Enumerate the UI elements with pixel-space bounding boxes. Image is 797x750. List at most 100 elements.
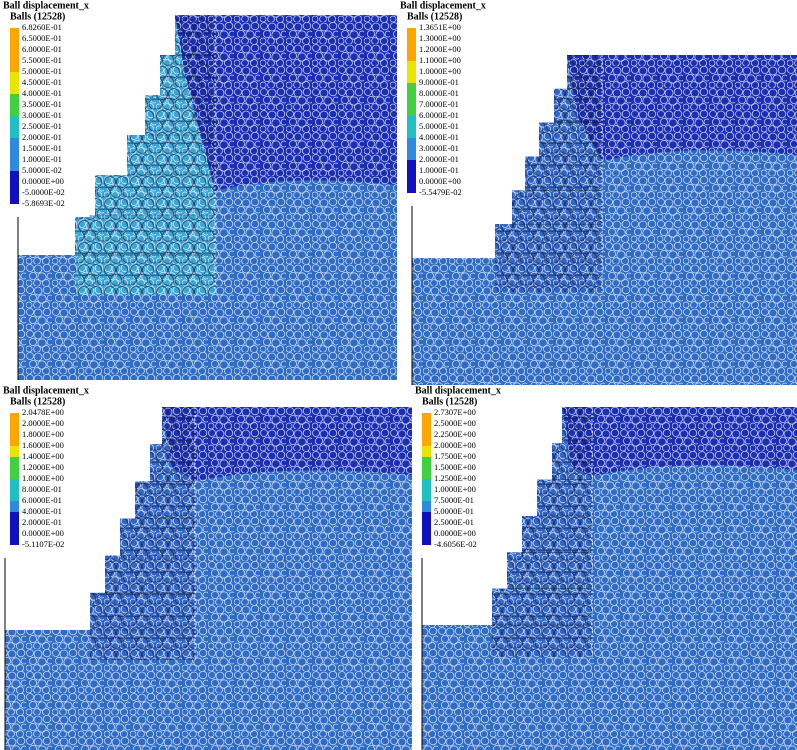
legend-swatch	[407, 39, 416, 50]
legend-swatch	[10, 171, 19, 182]
legend-label: 2.7307E+00	[434, 407, 476, 417]
legend-label: -5.1107E-02	[22, 539, 64, 549]
legend-label: 1.0000E+00	[419, 66, 461, 76]
legend-swatch	[10, 534, 19, 545]
legend-label: 1.5000E-01	[22, 143, 62, 153]
legend-swatch	[10, 424, 19, 435]
legend-swatch	[10, 61, 19, 72]
legend-label: 1.7500E+00	[434, 451, 476, 461]
legend-label: 2.0478E+00	[22, 407, 64, 417]
legend-swatch	[407, 50, 416, 61]
legend-label: 1.2000E+00	[419, 44, 461, 54]
legend-swatch	[422, 424, 431, 435]
legend-label: -5.8693E-02	[22, 198, 65, 208]
legend-label: 0.0000E+00	[419, 176, 461, 186]
block-texture	[495, 55, 602, 292]
legend-label: 8.0000E-01	[22, 484, 62, 494]
legend-swatch	[10, 490, 19, 501]
legend-label: 5.0000E-01	[22, 66, 62, 76]
legend-label: 4.0000E-01	[22, 88, 62, 98]
legend-swatch	[407, 61, 416, 72]
legend-title: Ball displacement_x	[3, 0, 89, 11]
legend-label: 2.0000E+00	[22, 418, 64, 428]
legend-label: 2.5000E-01	[22, 121, 62, 131]
block-texture	[90, 407, 195, 660]
legend-label: 5.0000E-01	[434, 506, 474, 516]
legend-label: 2.5000E-01	[434, 517, 474, 527]
legend-swatch	[422, 523, 431, 534]
legend-label: 0.0000E+00	[22, 528, 64, 538]
legend-swatch	[422, 479, 431, 490]
legend-subtitle: Balls (12528)	[407, 11, 462, 22]
legend-label: 1.2000E+00	[22, 462, 64, 472]
legend-label: 6.0000E-01	[22, 495, 62, 505]
legend-label: 8.0000E-01	[419, 88, 459, 98]
legend-label: 1.6000E+00	[22, 440, 64, 450]
legend-label: 0.0000E+00	[434, 528, 476, 538]
legend-swatch	[407, 105, 416, 116]
legend-swatch	[10, 523, 19, 534]
legend-title: Ball displacement_x	[400, 0, 486, 11]
legend-swatch	[407, 94, 416, 105]
legend-swatch	[10, 435, 19, 446]
legend-swatch	[407, 160, 416, 171]
legend-label: 1.0000E-01	[419, 165, 459, 175]
legend-label: 5.0000E-02	[22, 165, 62, 175]
legend-label: 1.2500E+00	[434, 473, 476, 483]
legend-label: 6.0000E-01	[419, 110, 459, 120]
legend-swatch	[422, 512, 431, 523]
legend-swatch	[10, 83, 19, 94]
legend-swatch	[10, 149, 19, 160]
legend-swatch	[422, 534, 431, 545]
legend-subtitle: Balls (12528)	[422, 396, 477, 407]
legend-swatch	[10, 138, 19, 149]
legend-label: 3.5000E-01	[22, 99, 62, 109]
legend-swatch	[10, 457, 19, 468]
block-texture	[492, 407, 592, 657]
legend-swatch	[10, 39, 19, 50]
legend-swatch	[422, 468, 431, 479]
legend-swatch	[10, 127, 19, 138]
legend-label: 0.0000E+00	[22, 176, 64, 186]
legend-label: 9.0000E-01	[419, 77, 459, 87]
legend-label: 2.0000E-01	[22, 517, 62, 527]
legend-swatch	[10, 72, 19, 83]
legend-label: 3.0000E-01	[22, 110, 62, 120]
legend-swatch	[407, 83, 416, 94]
legend-label: 2.0000E-01	[22, 132, 62, 142]
block-texture	[75, 15, 215, 295]
legend-swatch	[407, 72, 416, 83]
legend-subtitle: Balls (12528)	[10, 11, 65, 22]
legend-swatch	[10, 105, 19, 116]
legend-label: 5.5000E-01	[22, 55, 62, 65]
legend-label: 2.0000E-01	[419, 154, 459, 164]
legend-label: 5.0000E-01	[419, 121, 459, 131]
legend-swatch	[10, 160, 19, 171]
legend-label: 2.0000E+00	[434, 440, 476, 450]
legend-swatch	[10, 501, 19, 512]
legend-swatch	[10, 28, 19, 39]
legend-swatch	[422, 457, 431, 468]
legend-label: -4.6056E-02	[434, 539, 477, 549]
legend-swatch	[407, 116, 416, 127]
legend-swatch	[407, 28, 416, 39]
legend-label: 7.5000E-01	[434, 495, 474, 505]
legend-swatch	[10, 182, 19, 193]
legend-swatch	[10, 479, 19, 490]
legend-swatch	[407, 171, 416, 182]
figure: Ball displacement_xBalls (12528)6.8260E-…	[0, 0, 797, 750]
legend-label: 6.8260E-01	[22, 22, 62, 32]
legend-label: 6.5000E-01	[22, 33, 62, 43]
legend-title: Ball displacement_x	[3, 385, 89, 396]
legend-label: 2.2500E+00	[434, 429, 476, 439]
legend-swatch	[422, 501, 431, 512]
legend-label: -5.5479E-02	[419, 187, 462, 197]
legend-label: 1.1000E+00	[419, 55, 461, 65]
legend-label: 1.5000E+00	[434, 462, 476, 472]
legend-label: 1.3651E+00	[419, 22, 461, 32]
legend-label: 1.4000E+00	[22, 451, 64, 461]
